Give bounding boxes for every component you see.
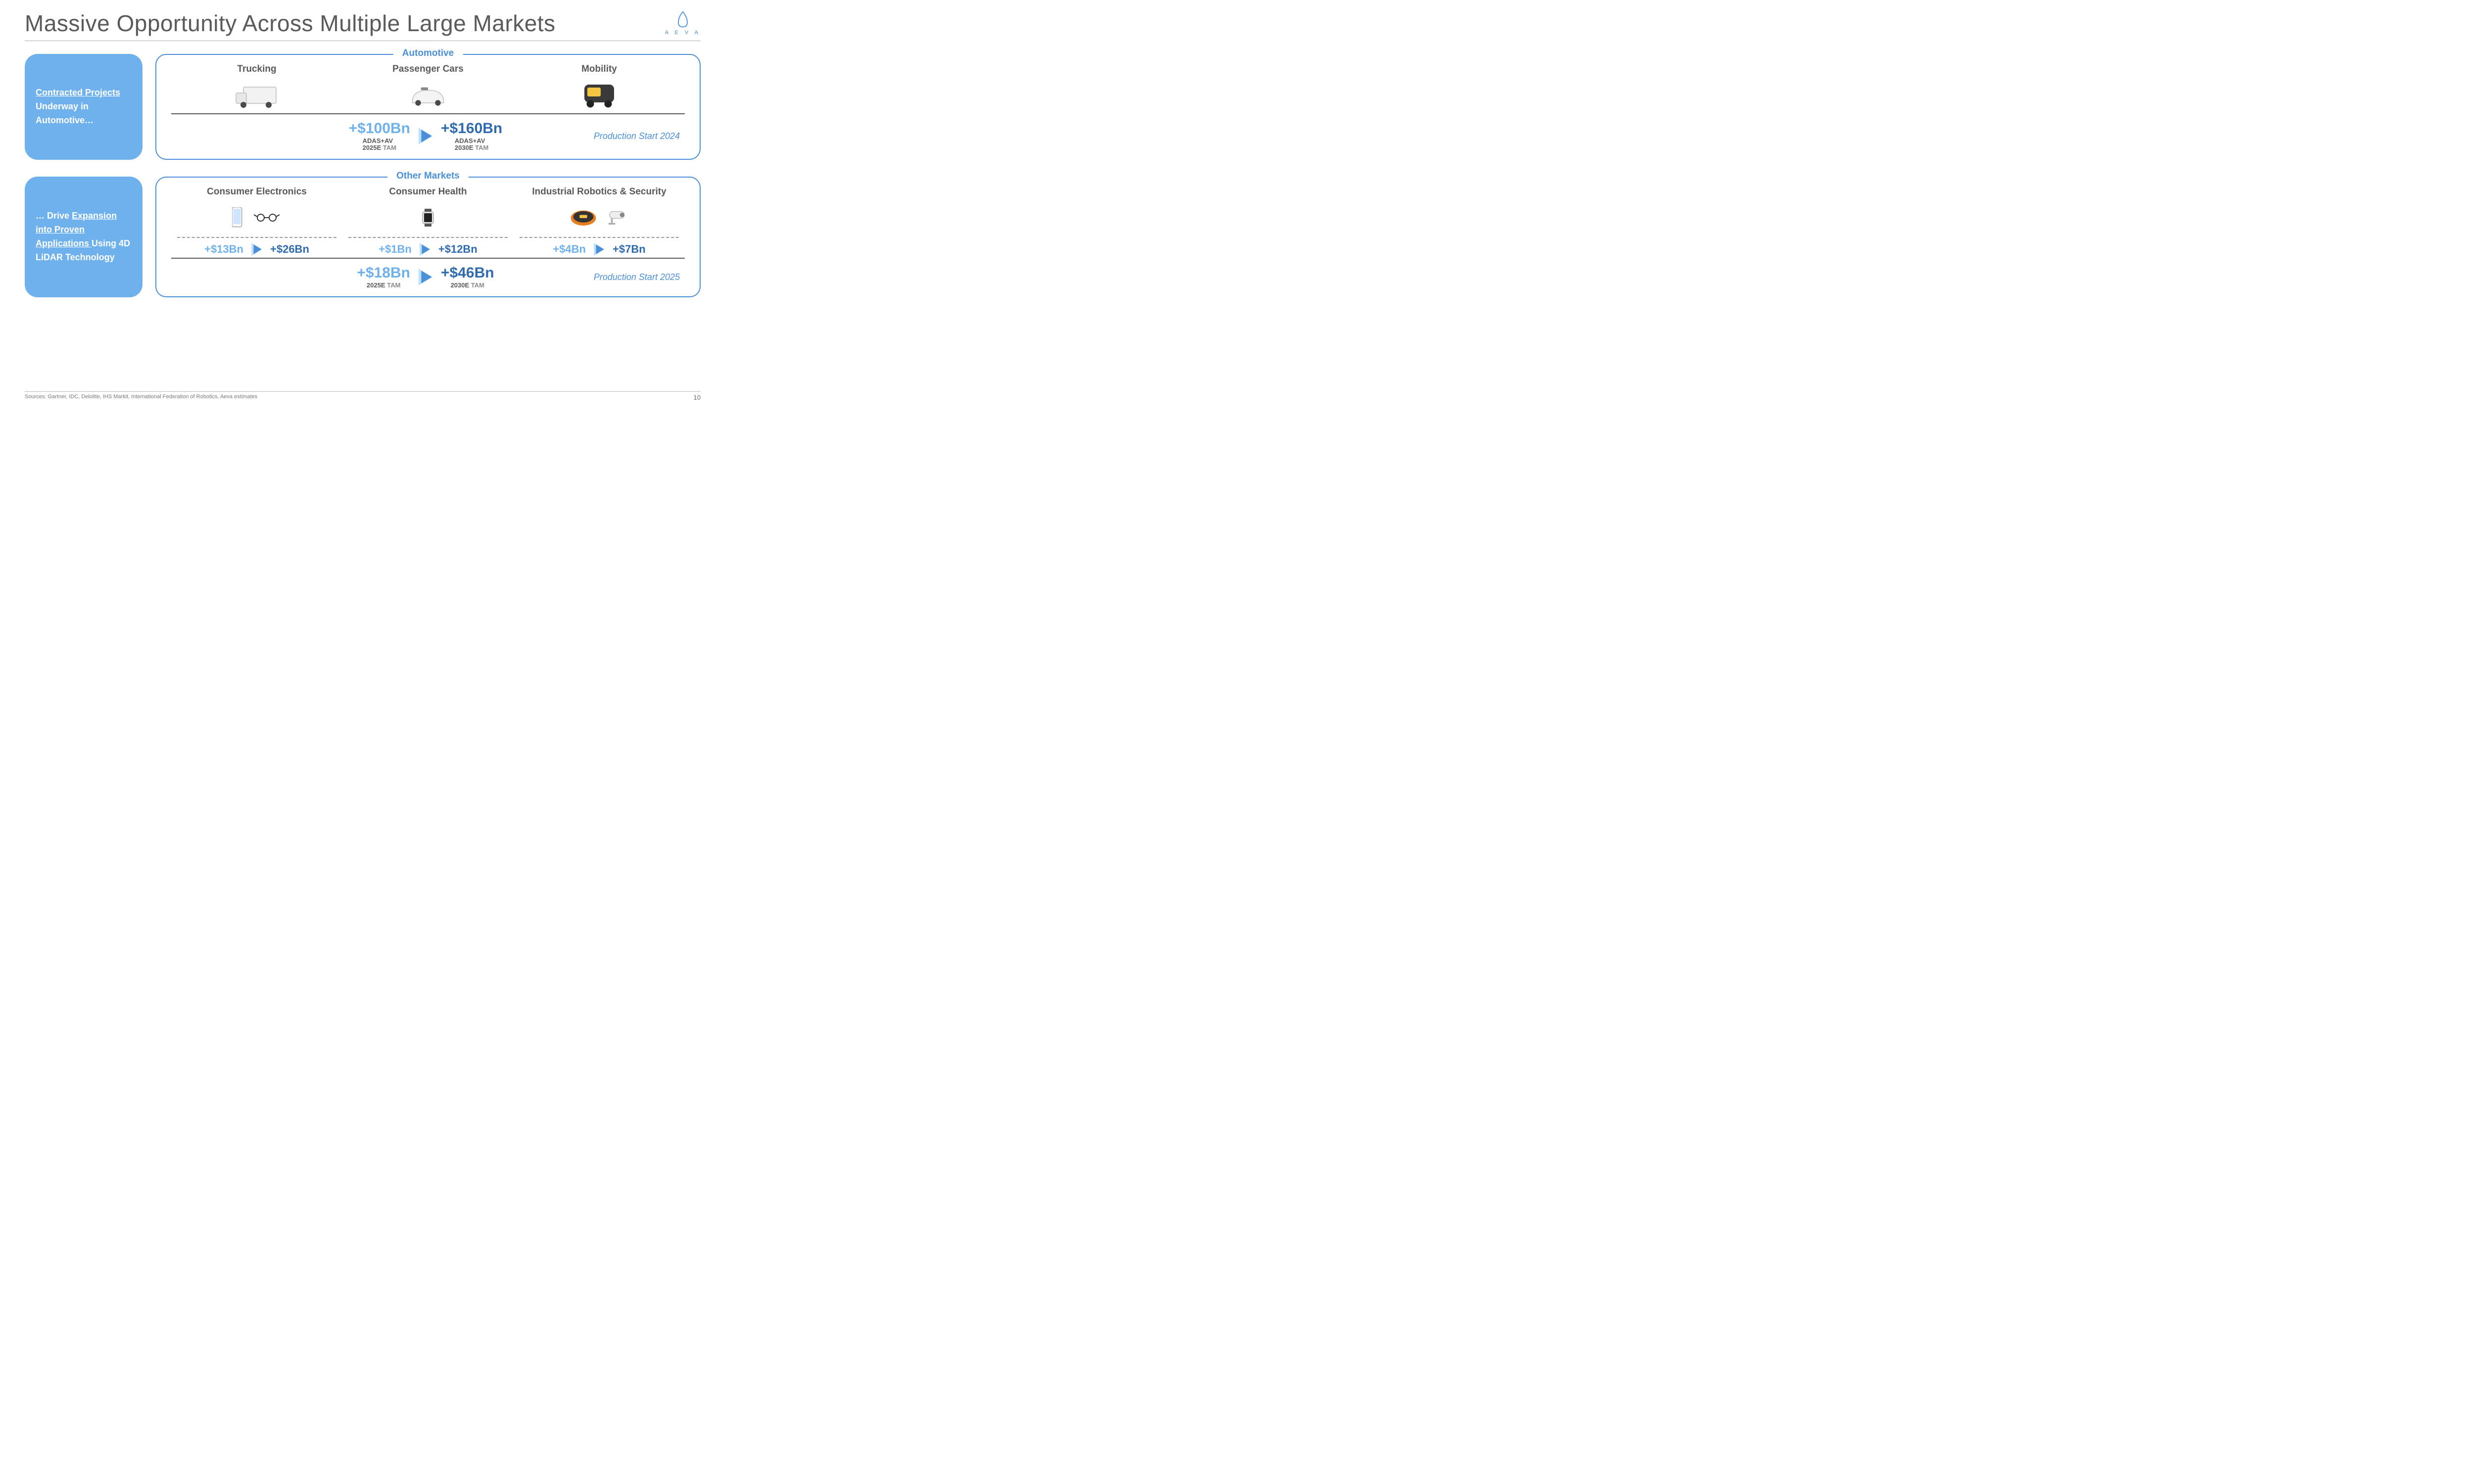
tam-from: +$4Bn bbox=[553, 243, 586, 256]
tam-from: +$13Bn bbox=[204, 243, 243, 256]
solid-divider bbox=[171, 258, 685, 259]
column-header: Consumer Electronics bbox=[171, 186, 342, 197]
production-start: Production Start 2025 bbox=[516, 272, 685, 282]
arrow-icon bbox=[417, 128, 434, 144]
total-from: +$100Bn bbox=[349, 120, 410, 138]
dashed-divider bbox=[520, 237, 679, 238]
tam-sub: 2030E TAM bbox=[451, 282, 484, 289]
total-to: +$46Bn bbox=[441, 265, 494, 282]
market-growth: +$1Bn +$12Bn bbox=[342, 243, 514, 256]
brand-logo: A E V A bbox=[665, 11, 701, 36]
truck-icon bbox=[171, 79, 342, 111]
column-header: Trucking bbox=[171, 64, 342, 75]
logo-icon bbox=[674, 11, 692, 29]
market-panel: Automotive Trucking Passenger Cars Mobil… bbox=[155, 54, 701, 160]
column-header: Mobility bbox=[514, 64, 685, 75]
total-from: +$18Bn bbox=[357, 265, 410, 282]
panel-label: Automotive bbox=[393, 48, 463, 59]
tam-to: +$12Bn bbox=[438, 243, 477, 256]
total-to: +$160Bn bbox=[441, 120, 502, 138]
tam-from: +$1Bn bbox=[379, 243, 412, 256]
column-header: Industrial Robotics & Security bbox=[514, 186, 685, 197]
market-growth: +$4Bn +$7Bn bbox=[514, 243, 685, 256]
phone-glasses-icon bbox=[171, 201, 342, 234]
arrow-icon bbox=[417, 269, 434, 285]
panel-label: Other Markets bbox=[387, 171, 469, 182]
dashed-divider bbox=[177, 237, 336, 238]
arrow-icon bbox=[419, 243, 431, 256]
tam-sub: ADAS+AV2025E TAM bbox=[363, 138, 396, 152]
page-number: 10 bbox=[694, 394, 701, 401]
tam-to: +$7Bn bbox=[613, 243, 646, 256]
totals-growth: +$18Bn 2025E TAM +$46Bn 2030E TAM bbox=[335, 265, 516, 289]
watch-icon bbox=[342, 201, 514, 234]
tam-to: +$26Bn bbox=[270, 243, 309, 256]
dashed-divider bbox=[348, 237, 508, 238]
sources-text: Sources: Gartner, IDC, Deloitte, IHS Mar… bbox=[25, 394, 257, 401]
side-card: … Drive Expansion into Proven Applicatio… bbox=[25, 177, 143, 297]
slide-title: Massive Opportunity Across Multiple Larg… bbox=[25, 10, 556, 37]
tam-sub: ADAS+AV2030E TAM bbox=[455, 138, 488, 152]
arrow-icon bbox=[593, 243, 606, 256]
column-header: Consumer Health bbox=[342, 186, 514, 197]
totals-growth: +$100Bn ADAS+AV2025E TAM +$160Bn ADAS+AV… bbox=[335, 120, 516, 152]
arrow-icon bbox=[250, 243, 263, 256]
market-panel: Other Markets Consumer Electronics +$13B… bbox=[155, 177, 701, 297]
rover-icon bbox=[514, 79, 685, 111]
side-card: Contracted Projects Underway in Automoti… bbox=[25, 54, 143, 160]
column-header: Passenger Cars bbox=[342, 64, 514, 75]
solid-divider bbox=[171, 113, 685, 114]
production-start: Production Start 2024 bbox=[516, 131, 685, 141]
market-growth: +$13Bn +$26Bn bbox=[171, 243, 342, 256]
logo-text: A E V A bbox=[665, 30, 701, 36]
tam-sub: 2025E TAM bbox=[367, 282, 400, 289]
car-icon bbox=[342, 79, 514, 111]
robot-camera-icon bbox=[514, 201, 685, 234]
